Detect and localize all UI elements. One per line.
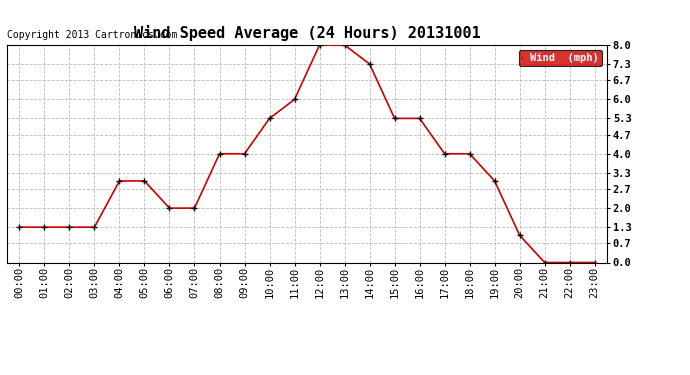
Legend: Wind  (mph): Wind (mph) xyxy=(519,50,602,66)
Title: Wind Speed Average (24 Hours) 20131001: Wind Speed Average (24 Hours) 20131001 xyxy=(134,25,480,41)
Text: Copyright 2013 Cartronics.com: Copyright 2013 Cartronics.com xyxy=(7,30,177,40)
